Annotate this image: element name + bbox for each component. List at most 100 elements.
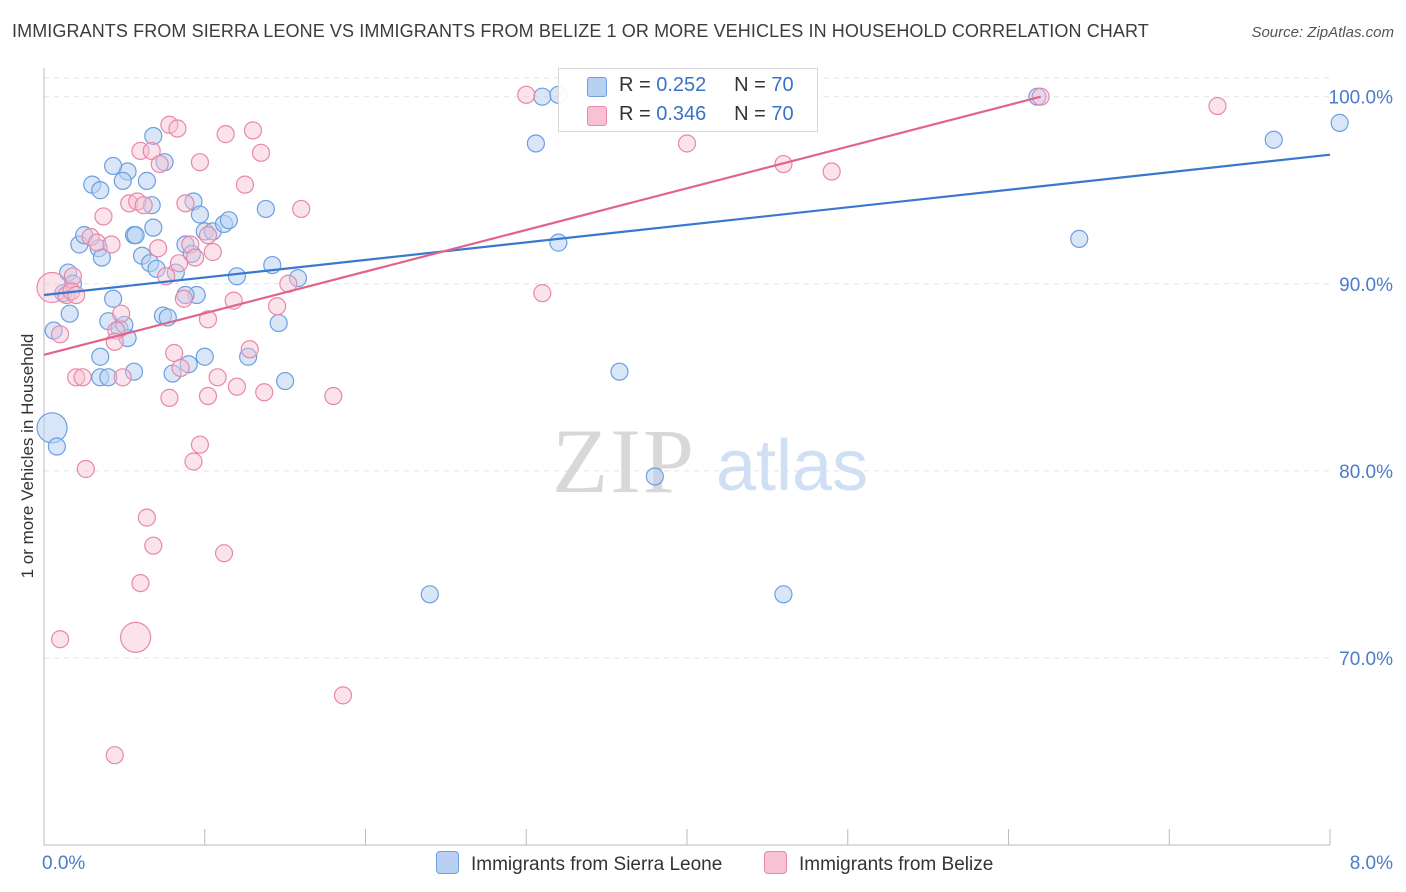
sierra-leone-point [288,269,308,288]
legend-r-label: R = [619,103,651,125]
belize-point [150,154,169,174]
sierra-leone-point [113,171,132,190]
sierra-leone-point [190,205,210,224]
belize-point [176,194,195,213]
y-tick-label: 90.0% [1339,275,1393,296]
belize-point [198,310,218,329]
belize-point [198,226,218,245]
belize-point [203,242,222,262]
belize-point [243,121,263,140]
sierra-leone-point [147,259,166,278]
belize-point [73,368,92,387]
belize-point [131,573,150,593]
chart-title: IMMIGRANTS FROM SIERRA LEONE VS IMMIGRAN… [12,21,1149,41]
belize-point [1208,96,1227,116]
bottom-legend-belize: Immigrants from Belize [764,851,993,876]
belize-point [112,304,131,323]
sierra-leone-point [104,156,123,176]
sierra-leone-point [526,134,545,153]
sierra-leone-point [137,171,156,190]
sierra-leone-point [645,467,664,486]
gridlines [44,77,1330,659]
y-tick-labels: 70.0% 80.0% 90.0% 100.0% [1329,88,1394,670]
legend-n-label: N = [734,103,766,125]
trend-lines [43,95,1331,356]
sierra-leone-point [239,347,258,366]
correlation-legend: R = 0.252 N = 70 R = 0.346 N = 70 [558,68,818,132]
bottom-legend-sierra-leone: Immigrants from Sierra Leone [436,851,722,876]
y-axis-title: 1 or more Vehicles in Household [18,334,37,579]
sierra-leone-point [126,226,145,245]
belize-point [137,508,156,527]
belize-point [216,125,235,144]
legend-n-value-belize: 70 [771,103,794,125]
belize-point [144,536,163,555]
belize-point [255,383,274,402]
belize-point [292,199,311,219]
chart-source: Source: ZipAtlas.com [1251,24,1394,41]
legend-swatch-sierra-leone [587,77,607,97]
belize-point [67,368,86,387]
belize-point [208,368,227,387]
sierra-leone-point [144,218,163,237]
legend-swatch-belize [587,106,607,126]
sierra-leone-point [227,267,246,286]
y-tick-label: 100.0% [1329,88,1394,109]
legend-n-value-sierra-leone: 70 [771,74,794,96]
belize-point [251,143,271,162]
belize-point [67,285,86,305]
sierra-leone-point [144,126,163,146]
belize-point [142,141,161,161]
belize-point [63,267,83,286]
watermark: ZIP atlas [552,410,868,512]
belize-point [333,686,353,705]
sierra-leone-point [269,313,288,333]
belize-point [227,377,246,396]
belize-point [171,358,190,378]
legend-r-value-belize: 0.346 [656,103,707,125]
belize-point [517,85,536,104]
belize-point [235,175,255,194]
sierra-leone-point [276,371,295,391]
belize-point [168,119,187,138]
belize-point [94,207,113,226]
legend-row-belize: R = 0.346 N = 70 [559,100,817,130]
bottom-legend-label-sierra-leone: Immigrants from Sierra Leone [471,854,723,875]
watermark-zip: ZIP [552,410,696,512]
belize-point [267,297,287,316]
belize-point [240,340,259,359]
x-tick-label-min: 0.0% [42,853,85,874]
legend-r-value-sierra-leone: 0.252 [656,74,707,96]
belize-point [149,239,168,258]
belize-point [214,544,234,563]
sierra-leone-point [47,437,66,456]
belize-point [120,621,152,653]
sierra-leone-point [124,362,144,381]
sierra-leone-point [36,412,68,444]
sierra-leone-point [610,362,629,381]
belize-point [87,233,107,252]
sierra-leone-point [195,347,214,366]
belize-point [677,134,697,153]
belize-point [102,235,121,254]
sierra-leone-point [91,181,110,200]
bottom-legend-label-belize: Immigrants from Belize [799,854,994,875]
belize-point [822,162,841,181]
sierra-leone-point [219,211,238,230]
sierra-leone-point [420,585,439,604]
belize-point [76,459,95,479]
belize-point [50,630,70,649]
sierra-leone-point [774,585,793,604]
belize-point [324,386,343,406]
legend-r-label: R = [619,74,651,96]
belize-point [198,386,218,406]
sierra-leone-point [549,233,568,252]
belize-point [174,289,193,308]
trend-line-belize [43,95,1041,356]
sierra-leone-point [99,368,118,387]
sierra-leone-point [533,87,552,106]
trend-line-sierra-leone [43,153,1331,297]
belize-point [169,254,189,273]
sierra-leone-point [1070,229,1089,248]
